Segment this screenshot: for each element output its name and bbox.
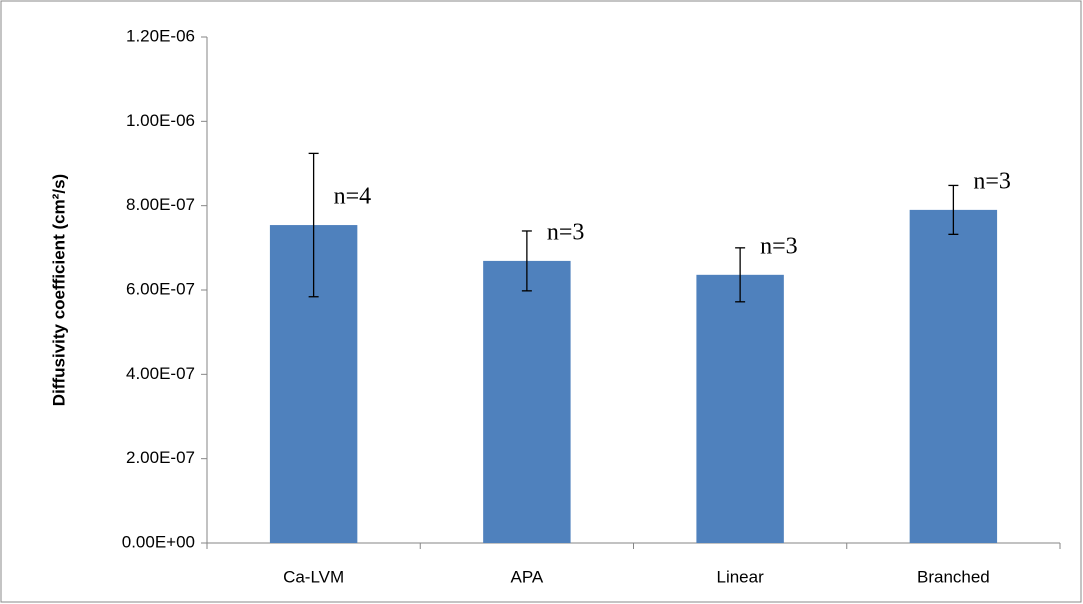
y-tick-label: 1.20E-06: [126, 26, 195, 45]
annotation: n=4: [334, 184, 372, 210]
x-tick-label: Ca-LVM: [283, 567, 344, 586]
x-tick-label: Linear: [716, 567, 764, 586]
x-tick-label: Branched: [917, 567, 990, 586]
y-tick-label: 6.00E-07: [126, 279, 195, 298]
y-tick-label: 8.00E-07: [126, 195, 195, 214]
annotation: n=3: [547, 219, 585, 245]
y-axis-label: Diffusivity coefficient (cm²/s): [49, 174, 68, 406]
y-tick-label: 2.00E-07: [126, 448, 195, 467]
x-tick-label: APA: [510, 567, 543, 586]
y-tick-label: 4.00E-07: [126, 364, 195, 383]
y-tick-label: 0.00E+00: [122, 532, 195, 551]
annotation: n=3: [973, 168, 1011, 194]
y-tick-label: 1.00E-06: [126, 111, 195, 130]
annotation: n=3: [760, 233, 798, 259]
bar: [483, 260, 571, 543]
bar: [909, 209, 998, 543]
bar: [696, 274, 784, 543]
